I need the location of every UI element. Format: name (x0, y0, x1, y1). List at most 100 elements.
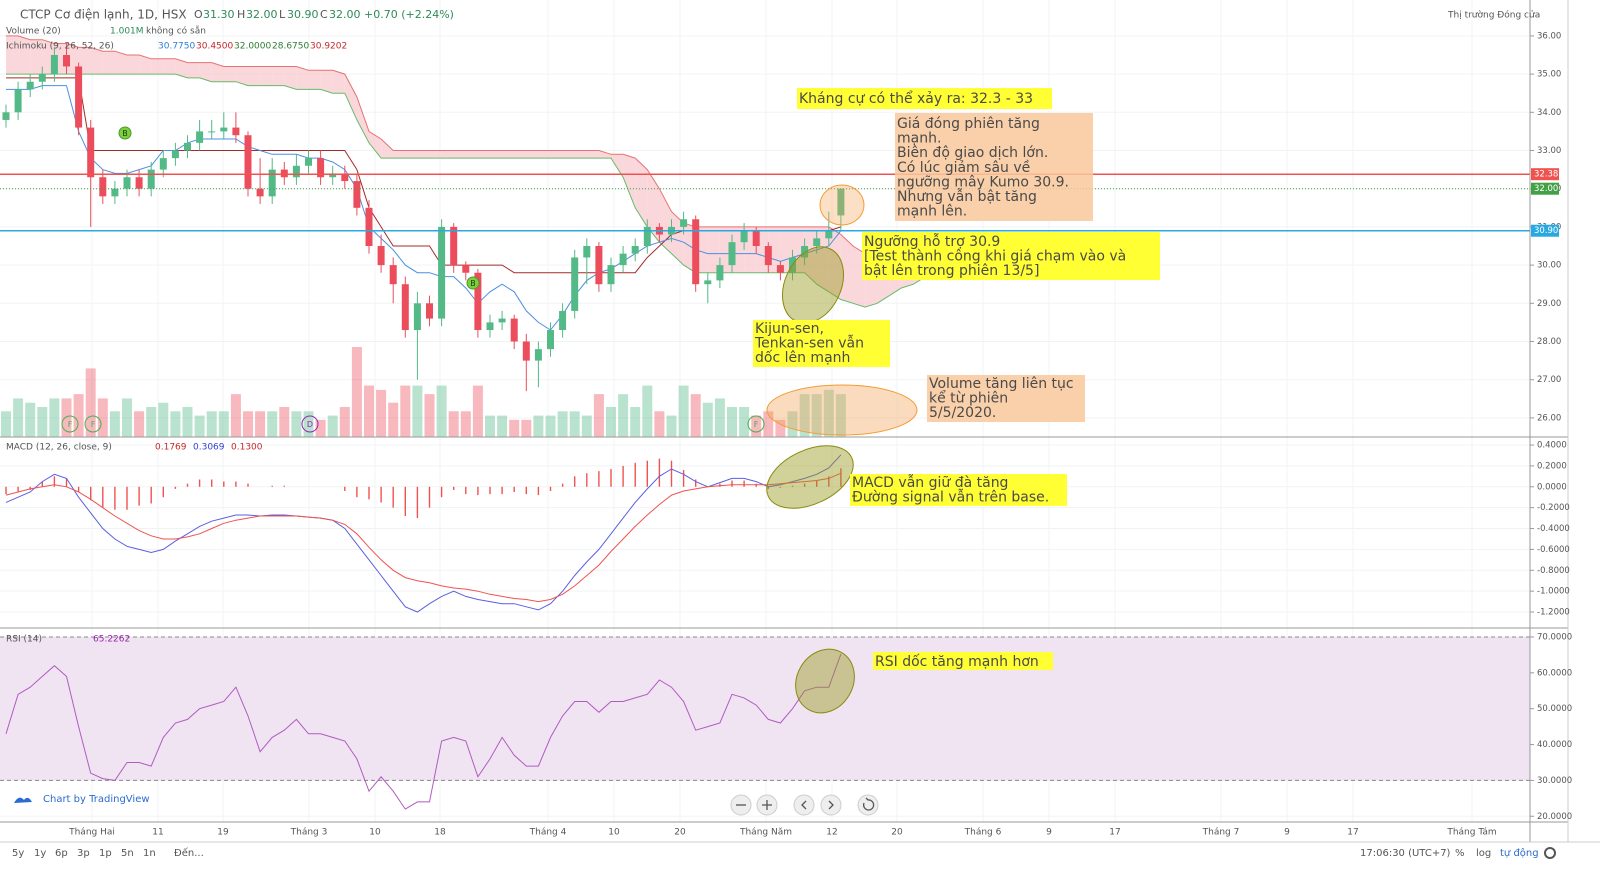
ohlc-key: O (194, 8, 203, 21)
volume-bar (485, 415, 495, 437)
indicator-value: 32.0000 (234, 42, 271, 52)
volume-bar (775, 419, 786, 437)
axis-option[interactable]: log (1476, 848, 1491, 859)
scroll-right[interactable] (820, 794, 842, 816)
cloud-segment (30, 39, 43, 75)
reset[interactable] (857, 794, 879, 816)
volume-bar (376, 389, 387, 437)
indicator-label[interactable]: Volume (20) (6, 27, 61, 37)
histogram-bar (150, 486, 152, 504)
marker (301, 415, 319, 433)
volume-bar (448, 411, 459, 437)
symbol[interactable]: CTCP Cơ điện lạnh, 1D, HSX (20, 8, 187, 22)
histogram-bar (380, 486, 382, 503)
price-label-bg (1531, 168, 1559, 181)
histogram-bar (840, 468, 842, 487)
histogram-bar (791, 485, 794, 487)
range-button[interactable]: 1y (34, 848, 46, 859)
market-status: Thị trường Đóng cửa (1447, 10, 1540, 21)
indicator-value: 0.3069 (193, 443, 225, 453)
histogram-bar (211, 479, 213, 487)
candle-body (764, 246, 772, 266)
ohlc-value: 32.00 (329, 8, 361, 21)
range-button[interactable]: 3p (77, 848, 90, 859)
range-button[interactable]: 5n (121, 848, 134, 859)
volume-bar (497, 415, 508, 437)
annotation-text: Giá đóng phiên tăng (897, 116, 1040, 132)
cloud-segment (647, 169, 660, 243)
candle-body (220, 127, 228, 132)
histogram-bar (65, 478, 68, 487)
histogram-bar (731, 480, 733, 487)
volume-bar (303, 411, 314, 437)
volume-bar (255, 411, 266, 437)
candle-body (111, 188, 119, 197)
series-line (5, 472, 842, 603)
annotation-text: bật lên trong phiên 13/5] (864, 263, 1039, 279)
histogram-bar (41, 481, 43, 487)
right-icon (828, 800, 834, 810)
scroll-left[interactable] (793, 794, 815, 816)
histogram-bar (465, 486, 467, 495)
volume-bar (49, 398, 60, 437)
range-button[interactable]: 1n (143, 848, 156, 859)
histogram-bar (525, 486, 527, 495)
settings-icon[interactable] (1544, 847, 1557, 859)
histogram-bar (803, 483, 806, 487)
cloud-segment (356, 97, 369, 143)
axis-option[interactable]: tự động (1500, 847, 1539, 859)
indicator-value: 65.2262 (93, 635, 130, 645)
cloud-segment (187, 62, 200, 78)
volume-bar (122, 398, 132, 437)
x-tick-label: Tháng 3 (290, 828, 328, 838)
candle-body (837, 188, 845, 216)
indicator-label[interactable]: Ichimoku (9, 26, 52, 26) (6, 42, 114, 52)
volume-bar (291, 411, 302, 437)
marker-label: D (307, 420, 313, 429)
price-label: 30.90 (1534, 226, 1558, 236)
range-button[interactable]: 1p (99, 848, 112, 859)
range-button[interactable]: Đến... (174, 847, 204, 859)
ohlc-key: L (279, 8, 286, 21)
annotation-text: Có lúc giảm sâu về (897, 159, 1030, 176)
axis-option[interactable]: % (1455, 848, 1465, 859)
candle-body (704, 280, 712, 285)
volume-bar (581, 415, 592, 437)
candle-body (341, 173, 349, 182)
histogram-bar (102, 486, 104, 508)
candle-body (208, 131, 216, 133)
indicator-label[interactable]: MACD (12, 26, close, 9) (6, 443, 112, 453)
annotation-text: Biên độ giao dịch lớn. (897, 145, 1048, 161)
candle-body (619, 253, 627, 266)
cloud-segment (477, 150, 490, 159)
annotation-text: kể từ phiên (929, 390, 1008, 407)
volume-bar (606, 407, 616, 437)
annotation-text: dốc lên mạnh (755, 349, 850, 366)
histogram-bar (90, 486, 92, 501)
cloud-segment (526, 150, 539, 159)
marker-label: B (470, 279, 476, 288)
branding[interactable]: Chart by TradingView (43, 794, 150, 805)
candle-body (26, 81, 34, 90)
candle-body (329, 173, 337, 178)
range-button[interactable]: 6p (55, 848, 68, 859)
cloud-segment (828, 226, 841, 300)
histogram-bar (416, 486, 419, 519)
volume-bar (690, 394, 701, 437)
volume-bar (194, 415, 205, 437)
histogram-bar (767, 486, 769, 489)
candle-body (583, 246, 591, 258)
range-button[interactable]: 5y (12, 848, 24, 859)
histogram-bar (368, 486, 370, 500)
indicator-label[interactable]: RSI (14) (6, 635, 42, 645)
volume-bar (702, 402, 713, 437)
cloud-segment (840, 234, 853, 304)
volume-bar (158, 402, 169, 437)
annotation-text: Ngưỡng hỗ trợ 30.9 (864, 233, 1000, 250)
marker-label: F (754, 420, 759, 429)
cloud-segment (18, 35, 31, 75)
marker-label: F (68, 420, 73, 429)
candle-body (426, 303, 433, 319)
cloud-segment (381, 139, 394, 159)
candle-body (196, 131, 204, 143)
